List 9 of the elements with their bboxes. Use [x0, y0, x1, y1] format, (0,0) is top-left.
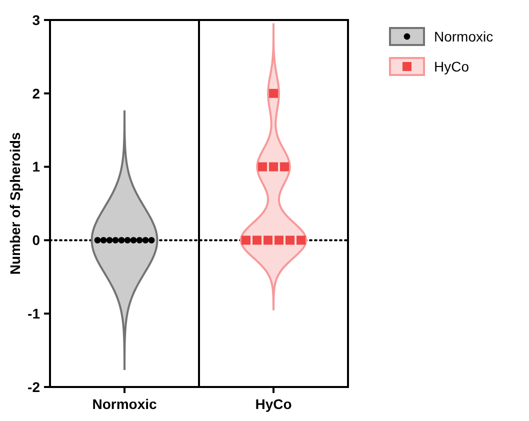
y-tick-label: 3 [32, 12, 40, 28]
y-tick-label: -1 [28, 306, 40, 322]
y-axis-title: Number of Spheroids [7, 132, 23, 275]
y-tick-label: 1 [32, 158, 40, 175]
legend-label: HyCo [434, 58, 470, 74]
y-tick-label: 0 [32, 232, 40, 248]
y-tick-label: -2 [28, 378, 40, 395]
y-tick-label: 2 [32, 85, 40, 102]
legend-label: Normoxic [434, 28, 494, 44]
